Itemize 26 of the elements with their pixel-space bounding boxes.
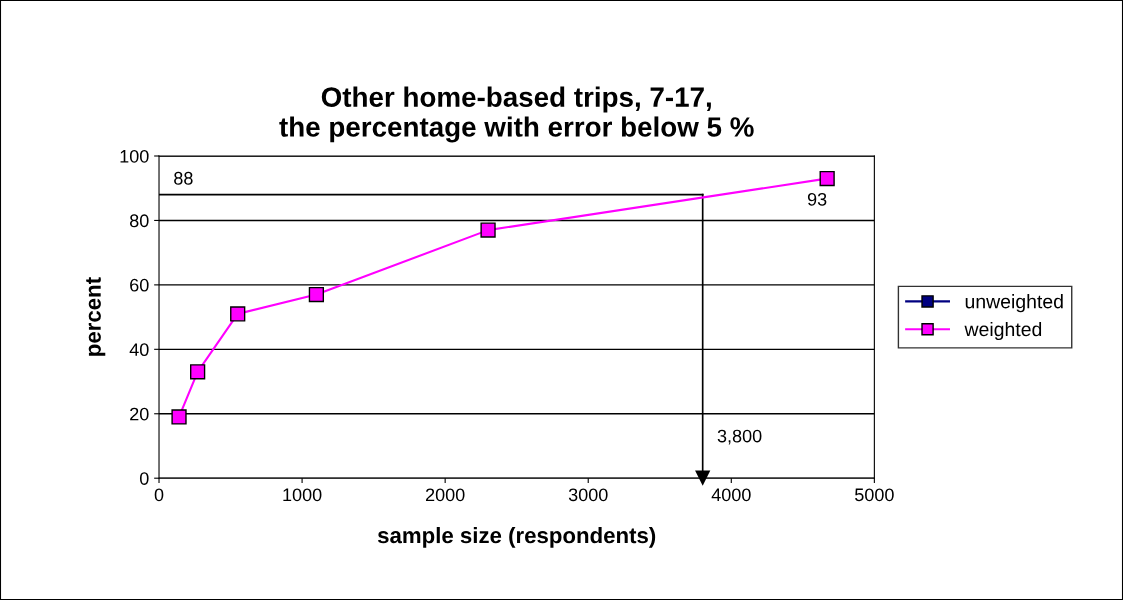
point [230,306,246,322]
chart-title: Other home-based trips, 7-17, the percentage with error below 5 % [279,86,754,143]
x-axis-title: sample size (respondents) [377,526,656,548]
ref-line-label: 88 [174,171,193,185]
x-tick-label: 5000 [855,488,894,502]
y-tick-label: 40 [129,343,149,357]
point [190,364,206,380]
point [480,222,496,238]
legend-label: weighted [964,321,1042,341]
x-tick-label: 2000 [425,488,465,502]
x-tick-label: 0 [154,488,164,502]
y-tick-label: 60 [130,278,149,292]
point [308,286,325,303]
x-tick-label: 1000 [283,488,322,502]
y-axis-title: percent [86,277,106,356]
y-tick-label: 0 [139,472,149,485]
data-label: 93 [807,192,827,206]
x-tick-label: 3000 [568,488,608,502]
point [171,409,187,425]
y-tick-label: 20 [130,407,149,421]
y-tick-label: 80 [130,214,149,228]
y-tick-label: 100 [120,149,149,163]
point [819,170,835,187]
x-tick-label: 4000 [711,488,751,502]
legend-label: unweighted [965,294,1063,313]
ref-line-label: 3,800 [717,429,762,445]
